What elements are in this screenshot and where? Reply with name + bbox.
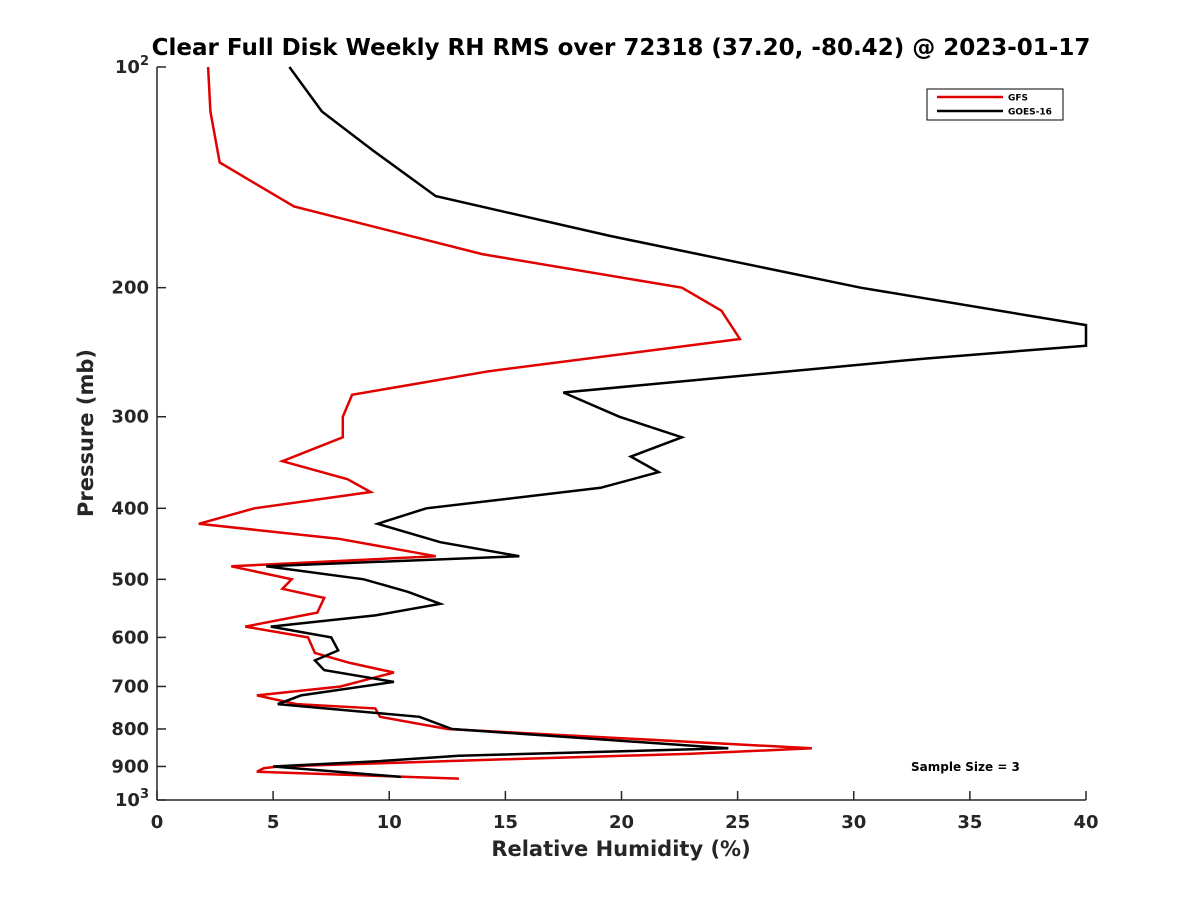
x-tick-label: 35: [957, 812, 982, 833]
x-tick-label: 40: [1073, 812, 1098, 833]
legend-box: [926, 88, 1064, 121]
x-tick-label: 30: [841, 812, 866, 833]
y-tick-label: 600: [111, 627, 149, 648]
chart-title: Clear Full Disk Weekly RH RMS over 72318…: [152, 35, 1091, 61]
y-tick-label: 102: [115, 54, 149, 78]
y-tick-label: 400: [111, 498, 149, 519]
y-tick-label: 800: [111, 719, 149, 740]
legend-label-gfs: GFS: [1008, 94, 1028, 104]
y-axis-label: Pressure (mb): [74, 349, 98, 517]
series-line-goes-16: [266, 66, 1088, 779]
y-tick-label: 700: [111, 676, 149, 697]
x-tick-label: 25: [725, 812, 750, 833]
y-tick-label: 900: [111, 756, 149, 777]
y-tick-label: 500: [111, 569, 149, 590]
y-tick-label: 103: [115, 787, 149, 811]
legend: GFS GOES-16: [926, 88, 1064, 121]
sample-size-annotation: Sample Size = 3: [911, 760, 1020, 774]
x-tick-label: 20: [609, 812, 634, 833]
plot-background: [157, 67, 1086, 800]
x-tick-label: 5: [267, 812, 280, 833]
x-ticks: 0 5 10 15 20 25 30 35 40: [151, 791, 1099, 833]
x-axis-label: Relative Humidity (%): [491, 837, 750, 861]
series-layer: [198, 66, 1088, 780]
x-tick-label: 15: [493, 812, 518, 833]
y-tick-label: 200: [111, 278, 149, 299]
x-tick-label: 0: [151, 812, 164, 833]
y-ticks: 102 200 300 400 500 600 700 800 900 103: [111, 54, 166, 811]
x-tick-label: 10: [377, 812, 402, 833]
y-tick-label: 300: [111, 407, 149, 428]
legend-label-goes-16: GOES-16: [1008, 108, 1052, 118]
